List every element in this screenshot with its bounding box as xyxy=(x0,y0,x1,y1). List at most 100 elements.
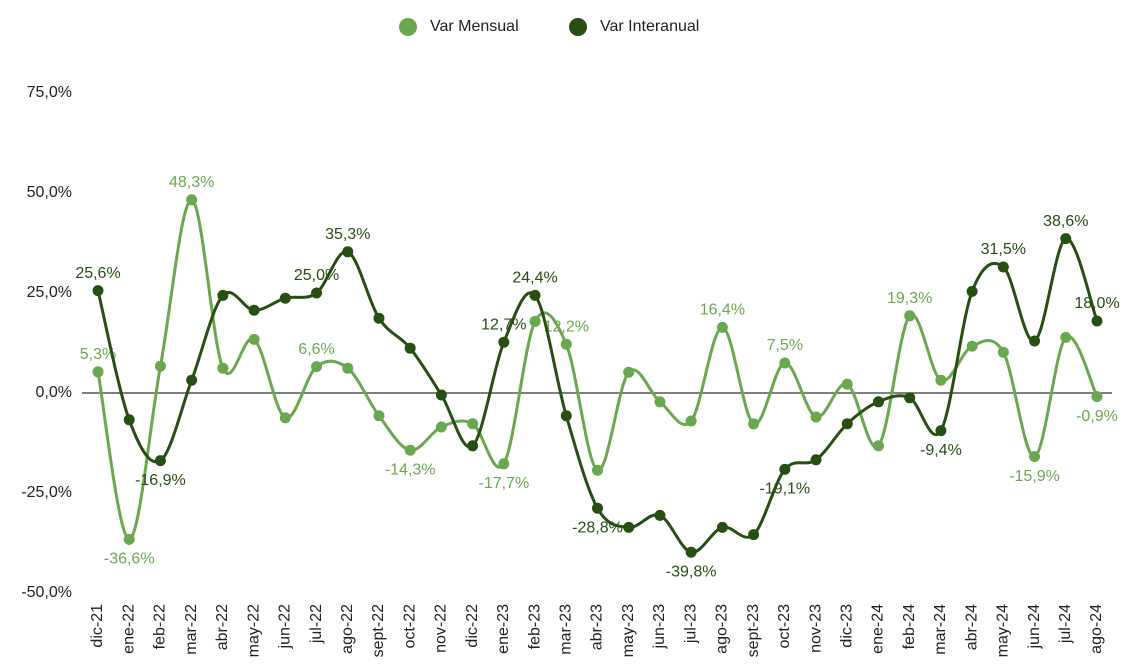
data-point xyxy=(654,396,666,408)
data-point xyxy=(997,346,1009,358)
x-tick-label: jun-23 xyxy=(651,604,668,650)
y-tick-label: 25,0% xyxy=(27,284,72,301)
x-tick-label: nov-22 xyxy=(433,604,450,653)
data-point xyxy=(841,378,853,390)
data-label: -16,9% xyxy=(135,472,186,489)
data-point xyxy=(560,338,572,350)
legend-swatch xyxy=(569,18,587,36)
data-point xyxy=(716,321,728,333)
data-point xyxy=(623,366,635,378)
x-tick-label: jul-22 xyxy=(308,604,325,644)
data-label: 18,0% xyxy=(1074,295,1119,312)
x-tick-label: sept-22 xyxy=(370,604,387,657)
x-tick-label: may-23 xyxy=(620,604,637,657)
legend-label: Var Mensual xyxy=(430,18,519,35)
data-point xyxy=(997,261,1009,273)
y-tick-label: 0,0% xyxy=(36,384,72,401)
data-point xyxy=(435,421,447,433)
data-point xyxy=(779,463,791,475)
y-tick-label: -50,0% xyxy=(21,584,72,601)
data-label: 5,3% xyxy=(80,346,116,363)
data-point xyxy=(186,374,198,386)
data-label: -14,3% xyxy=(385,461,436,478)
x-tick-label: nov-23 xyxy=(807,604,824,653)
data-point xyxy=(1060,331,1072,343)
data-label: 19,3% xyxy=(887,290,932,307)
data-point xyxy=(1029,451,1041,463)
data-point xyxy=(592,464,603,476)
x-tick-label: jul-24 xyxy=(1057,604,1074,644)
data-point xyxy=(560,410,572,422)
x-tick-label: feb-22 xyxy=(152,604,169,649)
data-point xyxy=(373,312,385,324)
data-label: -0,9% xyxy=(1076,408,1118,425)
data-point xyxy=(467,440,479,452)
x-tick-label: ago-22 xyxy=(339,604,356,654)
data-point xyxy=(123,414,135,426)
x-tick-label: abr-22 xyxy=(214,604,231,650)
legend-swatch xyxy=(399,18,417,36)
data-point xyxy=(716,521,728,533)
data-point xyxy=(154,360,166,372)
x-tick-label: dic-23 xyxy=(838,604,855,648)
y-tick-label: 50,0% xyxy=(27,184,72,201)
data-point xyxy=(1091,391,1103,403)
data-point xyxy=(529,315,541,327)
data-point xyxy=(529,289,541,301)
data-point xyxy=(404,342,416,354)
data-point xyxy=(435,389,447,401)
x-tick-label: jun-22 xyxy=(277,604,294,650)
x-tick-label: mar-22 xyxy=(183,604,200,655)
data-point xyxy=(904,310,916,322)
data-point xyxy=(966,285,978,297)
data-point xyxy=(685,546,697,558)
data-point xyxy=(498,336,510,348)
x-tick-label: jun-24 xyxy=(1026,604,1043,650)
data-point xyxy=(217,362,229,374)
x-tick-label: mar-23 xyxy=(558,604,575,655)
x-tick-label: feb-24 xyxy=(901,604,918,649)
data-point xyxy=(810,411,822,423)
data-point xyxy=(311,361,323,373)
data-point xyxy=(872,396,884,408)
x-tick-label: ene-23 xyxy=(495,604,512,654)
data-point xyxy=(467,418,479,430)
y-tick-label: -25,0% xyxy=(21,484,72,501)
data-point xyxy=(592,502,603,514)
x-tick-label: ene-24 xyxy=(870,604,887,654)
data-point xyxy=(748,418,760,430)
data-point xyxy=(779,357,791,369)
data-point xyxy=(841,418,853,430)
data-label: -17,7% xyxy=(478,475,529,492)
data-label: -9,4% xyxy=(920,442,962,459)
x-tick-label: jul-23 xyxy=(682,604,699,644)
data-point xyxy=(748,529,760,541)
data-point xyxy=(1029,335,1041,347)
data-point xyxy=(1060,233,1072,245)
data-label: 31,5% xyxy=(981,241,1026,258)
data-point xyxy=(342,246,354,258)
data-label: 7,5% xyxy=(767,337,803,354)
x-tick-label: abr-24 xyxy=(963,604,980,650)
data-point xyxy=(498,458,510,470)
data-point xyxy=(311,287,323,299)
y-tick-label: 75,0% xyxy=(27,84,72,101)
data-point xyxy=(217,289,229,301)
x-tick-label: may-24 xyxy=(995,604,1012,657)
x-tick-label: may-22 xyxy=(245,604,262,657)
data-point xyxy=(654,509,666,521)
x-tick-label: ago-23 xyxy=(714,604,731,654)
x-tick-label: ago-24 xyxy=(1088,604,1105,654)
x-tick-label: sept-23 xyxy=(745,604,762,657)
x-tick-label: ene-22 xyxy=(120,604,137,654)
data-point xyxy=(186,194,198,206)
data-label: -15,9% xyxy=(1009,468,1060,485)
data-label: -28,8% xyxy=(572,519,623,536)
data-point xyxy=(1091,315,1103,327)
x-tick-label: mar-24 xyxy=(932,604,949,655)
data-point xyxy=(248,333,260,345)
data-label: 25,0% xyxy=(294,267,339,284)
data-point xyxy=(248,304,260,316)
